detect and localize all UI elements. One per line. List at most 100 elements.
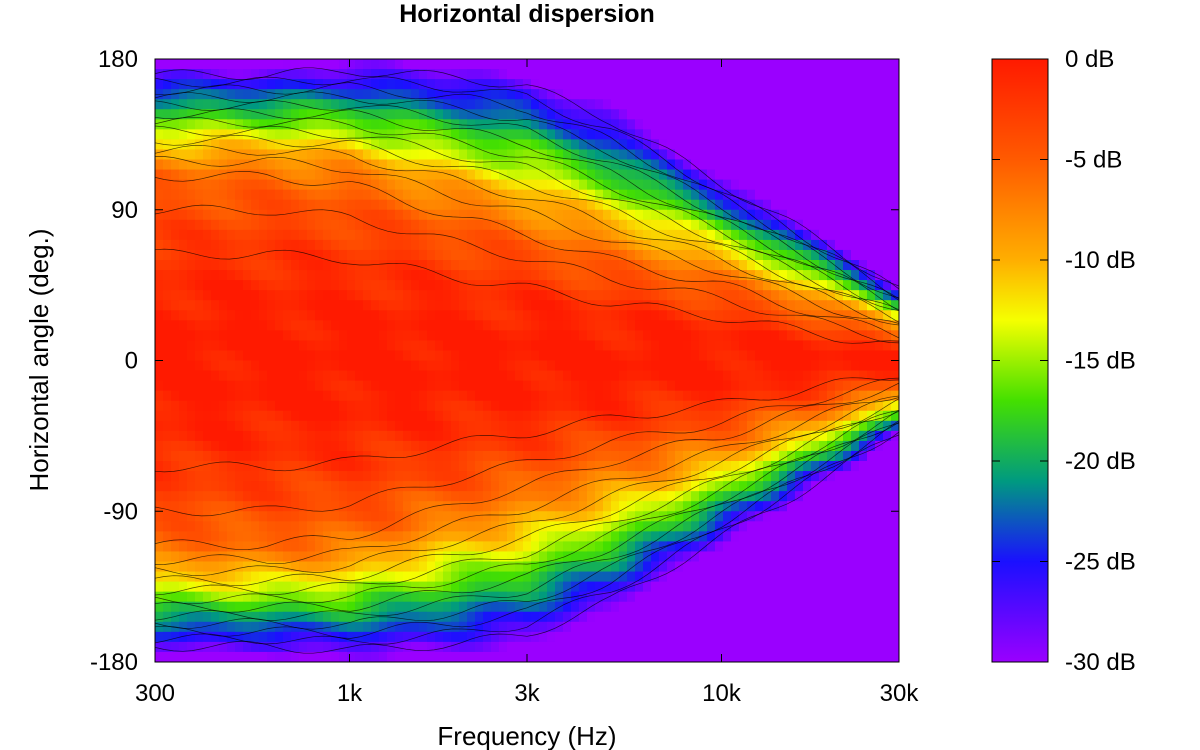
heatmap-cell	[419, 450, 428, 462]
heatmap-cell	[363, 89, 372, 100]
heatmap-cell	[411, 159, 420, 171]
heatmap-cell	[691, 169, 700, 181]
heatmap-cell	[443, 521, 452, 533]
heatmap-cell	[347, 239, 356, 251]
heatmap-cell	[155, 440, 164, 452]
heatmap-cell	[779, 249, 788, 261]
heatmap-cell	[523, 159, 532, 171]
heatmap-cell	[155, 260, 164, 271]
heatmap-cell	[659, 581, 668, 593]
heatmap-cell	[371, 420, 380, 432]
heatmap-cell	[347, 551, 356, 563]
heatmap-cell	[707, 340, 716, 352]
heatmap-cell	[315, 591, 324, 603]
heatmap-cell	[347, 471, 356, 482]
heatmap-cell	[779, 119, 788, 131]
heatmap-cell	[419, 320, 428, 332]
heatmap-cell	[523, 400, 532, 412]
heatmap-cell	[515, 591, 524, 603]
heatmap-cell	[315, 189, 324, 201]
heatmap-cell	[299, 380, 308, 392]
heatmap-cell	[491, 139, 500, 151]
heatmap-cell	[563, 591, 572, 603]
heatmap-cell	[515, 119, 524, 131]
heatmap-cell	[595, 380, 604, 392]
heatmap-cell	[419, 611, 428, 623]
heatmap-cell	[683, 169, 692, 181]
heatmap-cell	[723, 199, 732, 211]
heatmap-cell	[683, 491, 692, 502]
heatmap-cell	[715, 129, 724, 141]
heatmap-cell	[427, 360, 436, 372]
heatmap-cell	[195, 260, 204, 271]
heatmap-cell	[507, 199, 516, 211]
heatmap-cell	[331, 380, 340, 392]
heatmap-cell	[731, 330, 740, 342]
heatmap-cell	[715, 310, 724, 321]
heatmap-cell	[707, 270, 716, 281]
heatmap-cell	[483, 511, 492, 522]
heatmap-cell	[219, 501, 228, 512]
heatmap-cell	[163, 410, 172, 422]
heatmap-cell	[771, 440, 780, 452]
heatmap-cell	[531, 400, 540, 412]
heatmap-cell	[603, 531, 612, 543]
heatmap-cell	[435, 581, 444, 593]
heatmap-cell	[651, 199, 660, 211]
heatmap-cell	[371, 340, 380, 352]
heatmap-cell	[523, 440, 532, 452]
heatmap-cell	[531, 380, 540, 392]
heatmap-cell	[531, 581, 540, 593]
heatmap-cell	[747, 340, 756, 352]
heatmap-cell	[659, 239, 668, 251]
heatmap-cell	[515, 571, 524, 583]
heatmap-cell	[723, 149, 732, 161]
heatmap-cell	[163, 430, 172, 442]
heatmap-cell	[235, 410, 244, 422]
heatmap-cell	[675, 461, 684, 472]
heatmap-cell	[187, 149, 196, 161]
heatmap-cell	[779, 380, 788, 392]
heatmap-cell	[371, 591, 380, 603]
heatmap-cell	[651, 450, 660, 462]
heatmap-cell	[371, 561, 380, 573]
heatmap-cell	[363, 360, 372, 372]
heatmap-cell	[555, 290, 564, 301]
heatmap-cell	[771, 59, 780, 70]
heatmap-cell	[251, 641, 260, 653]
heatmap-cell	[235, 461, 244, 472]
heatmap-cell	[715, 481, 724, 492]
heatmap-cell	[363, 270, 372, 281]
heatmap-cell	[419, 260, 428, 271]
heatmap-cell	[427, 350, 436, 362]
heatmap-cell	[307, 340, 316, 352]
heatmap-cell	[803, 290, 812, 301]
heatmap-cell	[219, 139, 228, 151]
heatmap-cell	[315, 219, 324, 231]
heatmap-cell	[403, 601, 412, 613]
heatmap-cell	[315, 611, 324, 623]
heatmap-cell	[731, 300, 740, 311]
heatmap-cell	[755, 631, 764, 643]
heatmap-cell	[307, 350, 316, 362]
heatmap-cell	[515, 400, 524, 412]
heatmap-cell	[347, 430, 356, 442]
heatmap-cell	[763, 119, 772, 131]
heatmap-cell	[491, 621, 500, 633]
heatmap-cell	[507, 471, 516, 482]
heatmap-cell	[739, 641, 748, 653]
heatmap-cell	[323, 169, 332, 181]
heatmap-cell	[747, 521, 756, 533]
heatmap-cell	[643, 591, 652, 603]
heatmap-cell	[739, 260, 748, 271]
heatmap-cell	[195, 209, 204, 221]
heatmap-cell	[451, 340, 460, 352]
heatmap-cell	[755, 99, 764, 110]
heatmap-cell	[395, 641, 404, 653]
heatmap-cell	[579, 310, 588, 321]
heatmap-cell	[259, 561, 268, 573]
heatmap-cell	[483, 159, 492, 171]
heatmap-cell	[747, 641, 756, 653]
heatmap-cell	[531, 641, 540, 653]
heatmap-cell	[547, 109, 556, 120]
